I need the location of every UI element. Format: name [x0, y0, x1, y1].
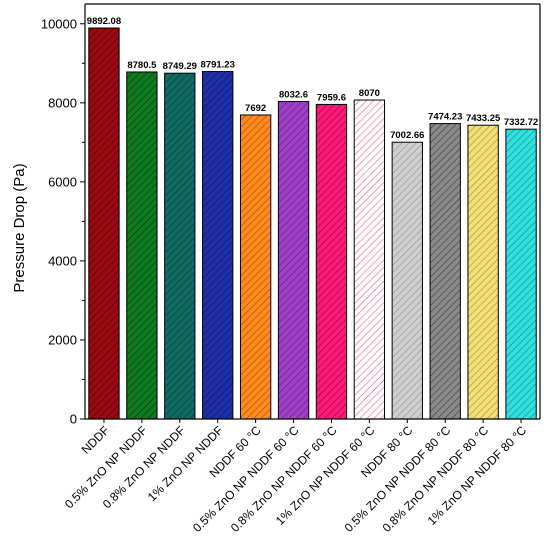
value-label-3: 8749.29	[163, 61, 197, 72]
y-tick-label-2000: 2000	[48, 332, 77, 347]
value-label-5: 7692	[245, 103, 266, 114]
bar-12	[505, 128, 537, 420]
bar-3	[164, 72, 196, 420]
y-tick-labels: 0 2000 4000 6000 8000 10000	[41, 16, 77, 426]
y-tick-label-8000: 8000	[48, 95, 77, 110]
value-label-8: 8070	[359, 88, 380, 99]
bar-8	[353, 99, 386, 420]
value-labels: 9892.08 8780.5 8749.29 8791.23 7692 8032.6 795…	[87, 16, 538, 141]
value-label-12: 7332.72	[504, 117, 538, 128]
bar-7	[315, 103, 348, 420]
bar-2	[126, 71, 158, 420]
y-tick-label-4000: 4000	[48, 253, 77, 268]
value-label-2: 8780.5	[127, 60, 157, 71]
bar-6	[277, 101, 310, 420]
bar-1	[88, 27, 120, 420]
bar-11	[467, 124, 499, 420]
bar-10	[429, 123, 461, 420]
bars	[88, 27, 537, 420]
bar-4	[202, 71, 234, 420]
x-tick-label-1: NDDF	[79, 423, 112, 456]
value-label-11: 7433.25	[466, 113, 501, 124]
bar-5	[239, 114, 272, 420]
value-label-4: 8791.23	[201, 60, 235, 71]
y-axis-title: Pressure Drop (Pa)	[11, 163, 28, 292]
y-tick-label-0: 0	[70, 412, 77, 427]
value-label-10: 7474.23	[428, 112, 462, 123]
bar-9	[391, 141, 423, 420]
axes	[80, 3, 541, 423]
value-label-7: 7959.6	[317, 92, 346, 103]
value-label-9: 7002.66	[390, 130, 424, 141]
value-label-1: 9892.08	[87, 16, 121, 27]
value-label-6: 8032.6	[279, 90, 308, 101]
y-tick-label-6000: 6000	[48, 174, 77, 189]
y-tick-label-10000: 10000	[41, 16, 77, 31]
